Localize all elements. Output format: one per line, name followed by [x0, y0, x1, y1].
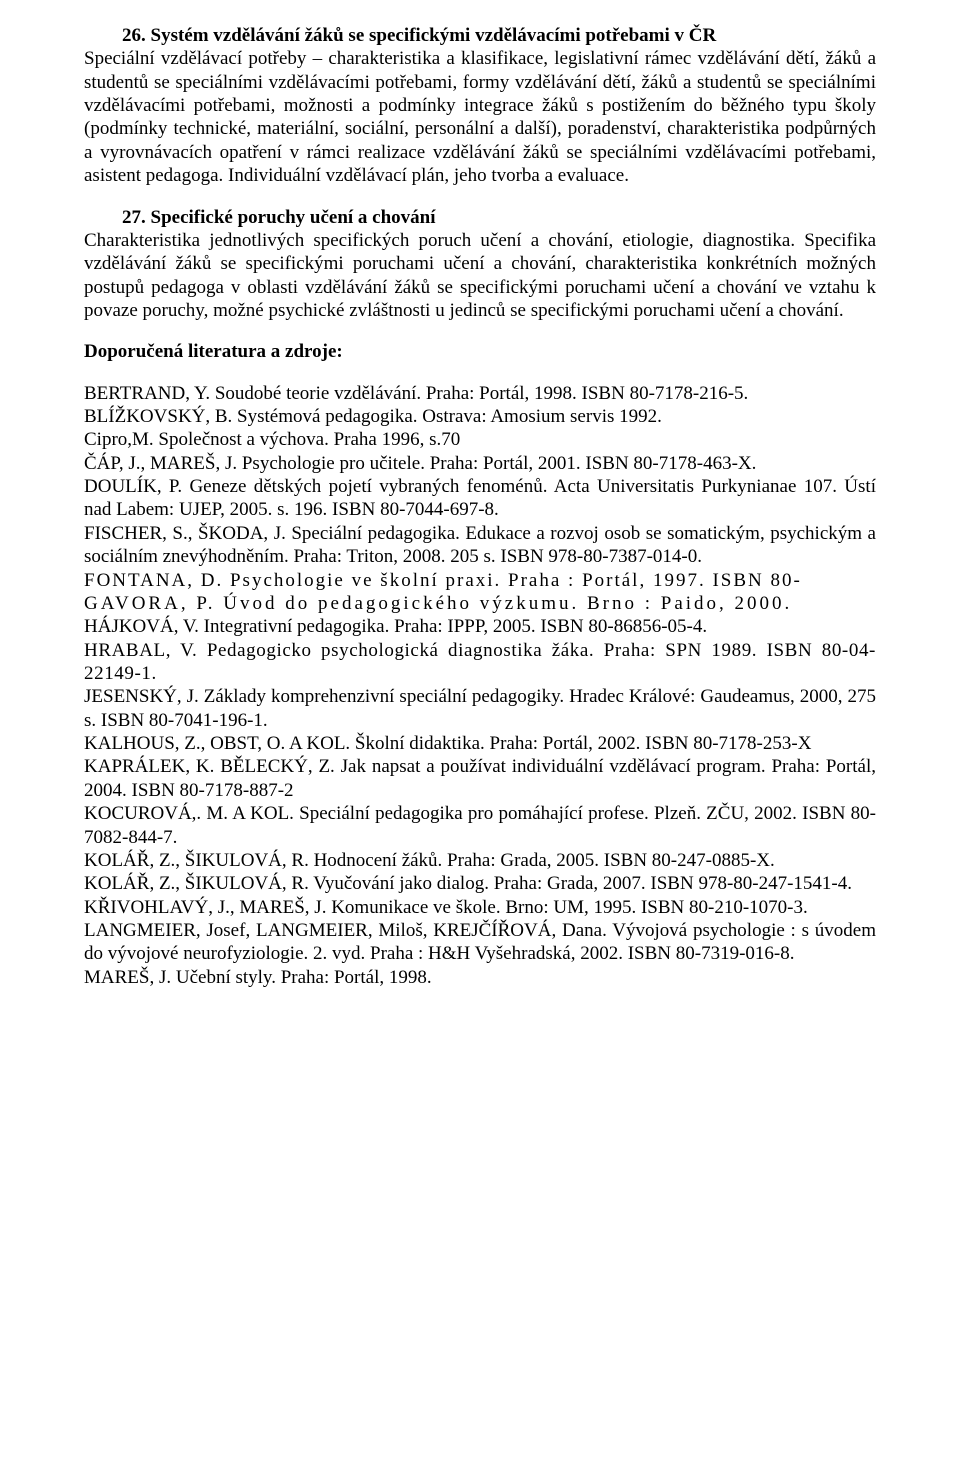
- reference-item: ČÁP, J., MAREŠ, J. Psychologie pro učite…: [84, 452, 876, 475]
- reference-item: BERTRAND, Y. Soudobé teorie vzdělávání. …: [84, 382, 876, 405]
- reference-item: DOULÍK, P. Geneze dětských pojetí vybran…: [84, 475, 876, 522]
- reference-list: BERTRAND, Y. Soudobé teorie vzdělávání. …: [84, 382, 876, 989]
- reference-item: KOLÁŘ, Z., ŠIKULOVÁ, R. Vyučování jako d…: [84, 872, 876, 895]
- reference-item: MAREŠ, J. Učební styly. Praha: Portál, 1…: [84, 966, 876, 989]
- section-27-heading: 27. Specifické poruchy učení a chování: [84, 206, 876, 229]
- reference-item: KALHOUS, Z., OBST, O. A KOL. Školní dida…: [84, 732, 876, 755]
- section-27-body: Charakteristika jednotlivých specifickýc…: [84, 229, 876, 322]
- reference-item: LANGMEIER, Josef, LANGMEIER, Miloš, KREJ…: [84, 919, 876, 966]
- recommended-literature-heading: Doporučená literatura a zdroje:: [84, 340, 876, 363]
- reference-item: KAPRÁLEK, K. BĚLECKÝ, Z. Jak napsat a po…: [84, 755, 876, 802]
- reference-item: FONTANA, D. Psychologie ve školní praxi.…: [84, 569, 876, 592]
- section-26-heading: 26. Systém vzdělávání žáků se specifický…: [84, 24, 876, 47]
- reference-item: HÁJKOVÁ, V. Integrativní pedagogika. Pra…: [84, 615, 876, 638]
- reference-item: Cipro,M. Společnost a výchova. Praha 199…: [84, 428, 876, 451]
- reference-item: GAVORA, P. Úvod do pedagogického výzkumu…: [84, 592, 876, 615]
- reference-item: FISCHER, S., ŠKODA, J. Speciální pedagog…: [84, 522, 876, 569]
- reference-item: KŘIVOHLAVÝ, J., MAREŠ, J. Komunikace ve …: [84, 896, 876, 919]
- section-26-body: Speciální vzdělávací potřeby – charakter…: [84, 47, 876, 187]
- reference-item: KOCUROVÁ,. M. A KOL. Speciální pedagogik…: [84, 802, 876, 849]
- reference-item: KOLÁŘ, Z., ŠIKULOVÁ, R. Hodnocení žáků. …: [84, 849, 876, 872]
- reference-item: BLÍŽKOVSKÝ, B. Systémová pedagogika. Ost…: [84, 405, 876, 428]
- reference-item: HRABAL, V. Pedagogicko psychologická dia…: [84, 639, 876, 686]
- reference-item: JESENSKÝ, J. Základy komprehenzivní spec…: [84, 685, 876, 732]
